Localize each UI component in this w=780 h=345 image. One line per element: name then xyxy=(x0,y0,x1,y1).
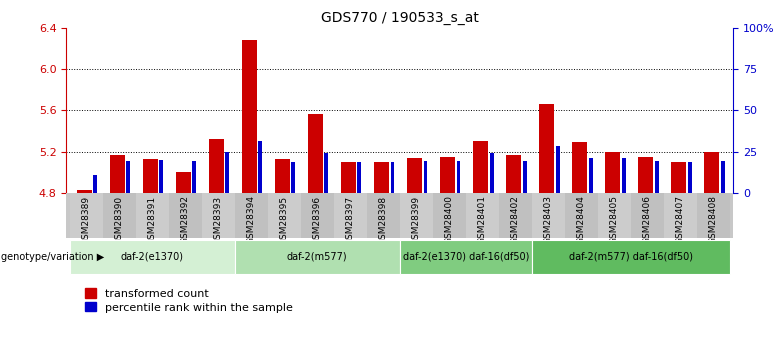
Text: GSM28403: GSM28403 xyxy=(544,195,553,245)
Text: GSM28395: GSM28395 xyxy=(280,195,289,245)
Bar xyxy=(721,161,725,193)
Text: GSM28393: GSM28393 xyxy=(214,195,222,245)
Text: GSM28407: GSM28407 xyxy=(676,195,685,245)
FancyBboxPatch shape xyxy=(399,240,532,274)
Text: GSM28391: GSM28391 xyxy=(147,195,157,245)
Bar xyxy=(565,193,597,238)
Legend: transformed count, percentile rank within the sample: transformed count, percentile rank withi… xyxy=(85,288,293,313)
Bar xyxy=(407,158,422,193)
Text: GSM28401: GSM28401 xyxy=(478,195,487,245)
Bar xyxy=(334,193,367,238)
Bar xyxy=(424,161,427,193)
Bar xyxy=(242,40,257,193)
Bar xyxy=(301,193,334,238)
Bar xyxy=(688,162,692,193)
Bar xyxy=(532,193,565,238)
Bar xyxy=(136,193,168,238)
Text: GSM28402: GSM28402 xyxy=(511,195,519,244)
Bar xyxy=(490,153,494,193)
Text: GSM28397: GSM28397 xyxy=(346,195,355,245)
Bar xyxy=(440,157,455,193)
FancyBboxPatch shape xyxy=(69,240,235,274)
Text: GSM28392: GSM28392 xyxy=(181,195,190,245)
Text: GSM28390: GSM28390 xyxy=(115,195,123,245)
Bar xyxy=(391,162,395,193)
Text: GSM28398: GSM28398 xyxy=(379,195,388,245)
Bar xyxy=(399,193,433,238)
Bar xyxy=(573,142,587,193)
Bar xyxy=(697,193,730,238)
Text: GSM28394: GSM28394 xyxy=(246,195,256,245)
Text: GSM28400: GSM28400 xyxy=(445,195,454,245)
Bar xyxy=(539,104,554,193)
Bar xyxy=(498,193,532,238)
Bar xyxy=(622,158,626,193)
Bar xyxy=(143,159,158,193)
Bar xyxy=(433,193,466,238)
Bar xyxy=(324,153,328,193)
Bar xyxy=(176,172,191,193)
Bar xyxy=(704,152,719,193)
Bar xyxy=(456,161,460,193)
Bar xyxy=(159,160,163,193)
Text: daf-2(e1370): daf-2(e1370) xyxy=(121,251,183,261)
Bar xyxy=(193,161,197,193)
Bar xyxy=(126,161,130,193)
Bar xyxy=(69,193,103,238)
Bar xyxy=(292,162,296,193)
Bar xyxy=(473,141,488,193)
Bar xyxy=(202,193,235,238)
Bar xyxy=(308,114,323,193)
Text: GSM28389: GSM28389 xyxy=(82,195,90,245)
Bar xyxy=(523,161,526,193)
Bar xyxy=(268,193,301,238)
Bar xyxy=(110,155,125,193)
Bar xyxy=(225,152,229,193)
Bar xyxy=(664,193,697,238)
Bar xyxy=(466,193,498,238)
FancyBboxPatch shape xyxy=(235,240,399,274)
Bar xyxy=(357,162,361,193)
Text: GSM28406: GSM28406 xyxy=(643,195,652,245)
Text: GSM28396: GSM28396 xyxy=(313,195,321,245)
Bar xyxy=(374,162,389,193)
Bar xyxy=(654,161,658,193)
Bar xyxy=(275,159,290,193)
Bar xyxy=(638,157,653,193)
Text: daf-2(m577) daf-16(df50): daf-2(m577) daf-16(df50) xyxy=(569,251,693,261)
Text: GSM28405: GSM28405 xyxy=(610,195,619,245)
Text: GSM28408: GSM28408 xyxy=(709,195,718,245)
Bar xyxy=(77,190,92,193)
Bar xyxy=(506,155,521,193)
Bar xyxy=(258,141,262,193)
FancyBboxPatch shape xyxy=(532,240,730,274)
Bar xyxy=(589,158,593,193)
Bar xyxy=(168,193,202,238)
Bar xyxy=(341,162,356,193)
Text: GSM28404: GSM28404 xyxy=(577,195,586,244)
Title: GDS770 / 190533_s_at: GDS770 / 190533_s_at xyxy=(321,11,479,25)
Bar xyxy=(597,193,631,238)
Bar xyxy=(631,193,664,238)
Bar xyxy=(555,146,559,193)
Text: GSM28399: GSM28399 xyxy=(412,195,420,245)
Text: daf-2(e1370) daf-16(df50): daf-2(e1370) daf-16(df50) xyxy=(402,251,529,261)
Bar xyxy=(235,193,268,238)
Text: genotype/variation ▶: genotype/variation ▶ xyxy=(1,252,104,262)
Bar xyxy=(672,162,686,193)
Text: daf-2(m577): daf-2(m577) xyxy=(287,251,348,261)
Bar xyxy=(367,193,399,238)
Bar xyxy=(605,152,620,193)
Bar xyxy=(94,175,98,193)
Bar xyxy=(103,193,136,238)
Bar xyxy=(209,139,224,193)
